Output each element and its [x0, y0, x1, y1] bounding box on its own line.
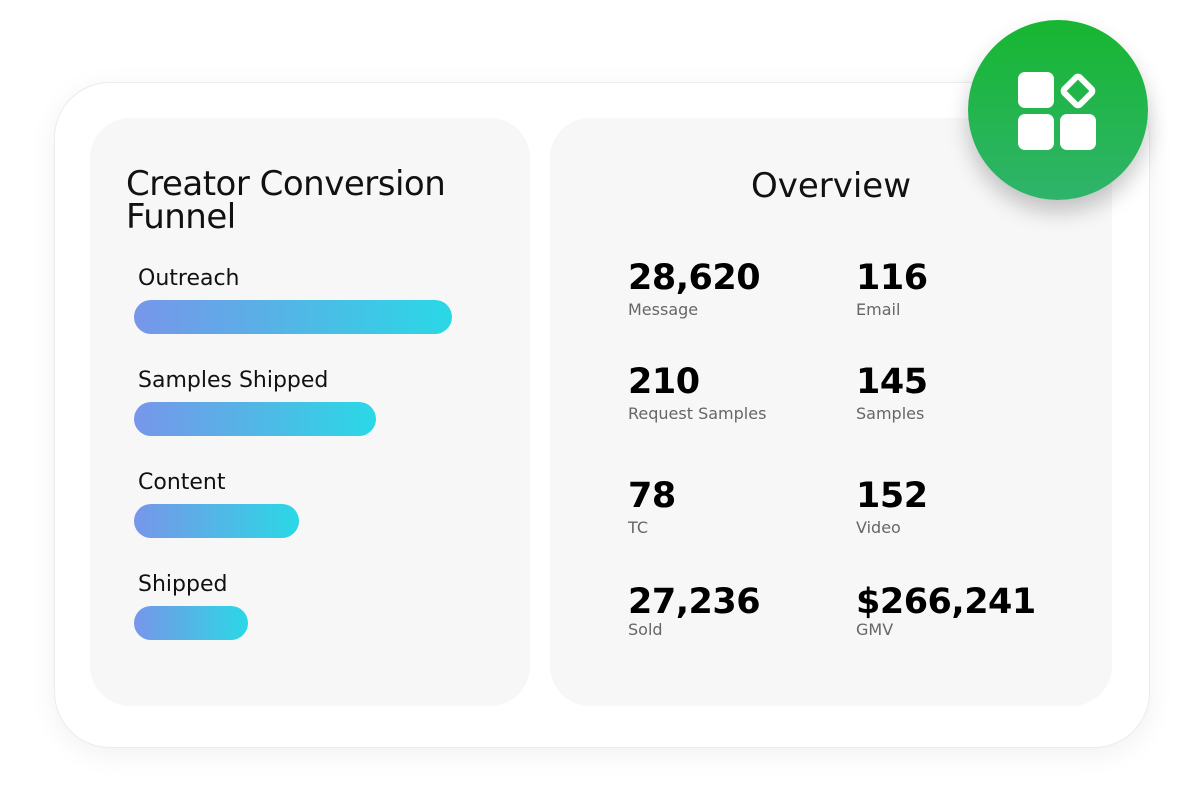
- stat-value: 78: [628, 476, 676, 516]
- apps-grid-icon: [1018, 72, 1096, 150]
- stat-gmv: $266,241 GMV: [856, 582, 1036, 640]
- stat-tc: 78 TC: [628, 476, 676, 538]
- stat-label: Samples: [856, 404, 925, 423]
- stat-label: TC: [628, 518, 649, 537]
- funnel-stage-label: Shipped: [138, 572, 228, 597]
- stat-value: $266,241: [856, 582, 1036, 622]
- stat-message: 28,620 Message: [628, 258, 761, 320]
- stat-label: Request Samples: [628, 404, 767, 423]
- stat-value: 116: [856, 258, 928, 298]
- stat-value: 145: [856, 362, 928, 402]
- funnel-stage-label: Samples Shipped: [138, 368, 329, 393]
- app-badge[interactable]: [968, 20, 1148, 200]
- funnel-bar: [134, 504, 299, 538]
- stat-email: 116 Email: [856, 258, 928, 320]
- stat-label: Video: [856, 518, 901, 537]
- funnel-bar: [134, 300, 452, 334]
- stat-request-samples: 210 Request Samples: [628, 362, 766, 424]
- stat-sold: 27,236 Sold: [628, 582, 761, 640]
- stat-video: 152 Video: [856, 476, 928, 538]
- stat-label: Sold: [628, 620, 663, 639]
- stat-value: 152: [856, 476, 928, 516]
- stat-value: 28,620: [628, 258, 761, 298]
- funnel-title: Creator Conversion Funnel: [126, 164, 446, 237]
- stat-label: Message: [628, 300, 699, 319]
- overview-title: Overview: [750, 166, 912, 206]
- stat-label: Email: [856, 300, 901, 319]
- overview-panel: Overview 28,620 Message 116 Email 210 Re…: [550, 118, 1112, 706]
- funnel-panel: Creator Conversion Funnel Outreach Sampl…: [90, 118, 530, 706]
- funnel-stage-label: Content: [138, 470, 226, 495]
- funnel-bar: [134, 606, 248, 640]
- funnel-stage-label: Outreach: [138, 266, 240, 291]
- stat-samples: 145 Samples: [856, 362, 928, 424]
- stat-value: 27,236: [628, 582, 761, 622]
- funnel-bar: [134, 402, 376, 436]
- stat-value: 210: [628, 362, 700, 402]
- stat-label: GMV: [856, 620, 894, 639]
